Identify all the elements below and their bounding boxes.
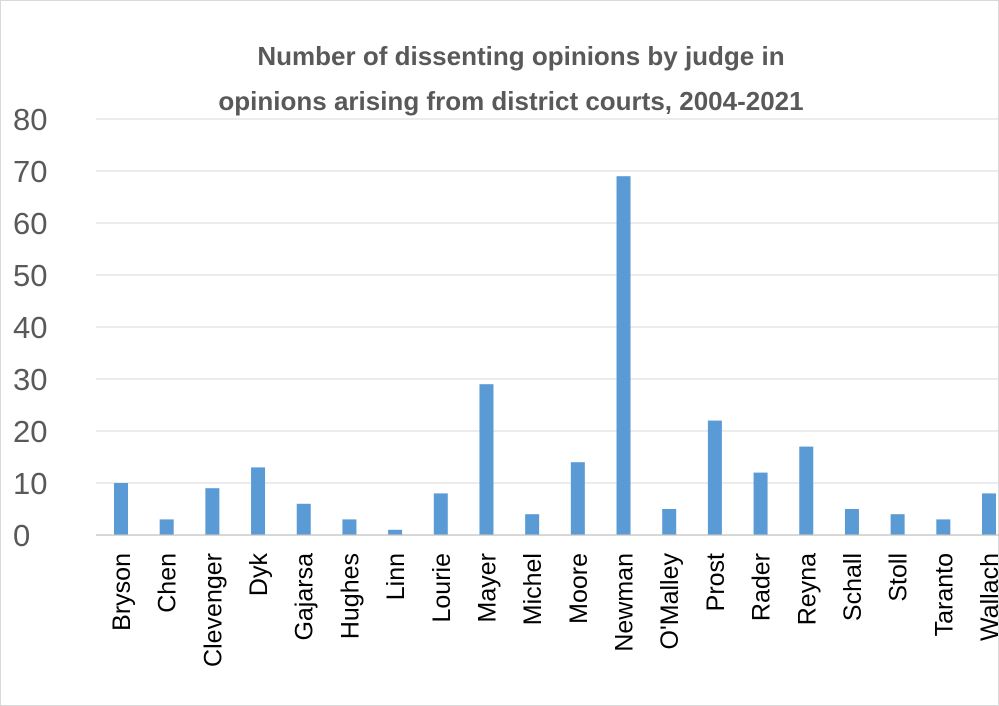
bar-mayer	[479, 384, 494, 535]
bar-schall	[844, 509, 859, 535]
bar-gajarsa	[296, 503, 311, 535]
x-tick-label: Lourie	[428, 553, 456, 623]
bar-prost	[707, 420, 722, 535]
bar-wallach	[982, 493, 996, 535]
bar-hughes	[342, 519, 357, 535]
bars	[114, 176, 996, 535]
x-tick-label: Schall	[839, 553, 867, 621]
x-tick-label: Michel	[519, 553, 547, 625]
x-tick-label: Clevenger	[199, 553, 227, 667]
bar-moore	[570, 462, 585, 535]
bar-o-malley	[662, 509, 677, 535]
x-tick-label: Gajarsa	[291, 553, 319, 641]
chart-title-line-2: opinions arising from district courts, 2…	[218, 86, 803, 116]
y-tick-label: 30	[13, 362, 47, 397]
x-tick-label: Chen	[154, 553, 182, 613]
y-tick-label: 70	[13, 154, 47, 189]
bar-newman	[616, 176, 631, 535]
x-tick-label: Rader	[748, 553, 776, 621]
y-tick-label: 50	[13, 258, 47, 293]
gridlines	[96, 118, 999, 484]
y-tick-label: 0	[13, 518, 30, 553]
x-tick-label: Bryson	[108, 553, 136, 631]
y-tick-label: 40	[13, 310, 47, 345]
chart-title-line-1: Number of dissenting opinions by judge i…	[257, 41, 784, 71]
y-tick-label: 20	[13, 414, 47, 449]
y-tick-label: 60	[13, 206, 47, 241]
x-tick-label: Taranto	[930, 553, 958, 636]
x-tick-label: Newman	[611, 553, 639, 652]
x-axis-labels: Bryson Chen Clevenger Dyk Gajarsa Hughes Linn L…	[108, 553, 999, 667]
y-tick-label: 80	[13, 102, 47, 137]
bar-linn	[388, 529, 403, 535]
bar-chen	[159, 519, 174, 535]
x-tick-label: Wallach	[976, 553, 999, 641]
bar-stoll	[890, 514, 905, 535]
x-tick-label: O'Malley	[656, 553, 684, 650]
x-tick-label: Hughes	[336, 553, 364, 639]
x-tick-label: Prost	[702, 553, 730, 611]
x-tick-label: Mayer	[473, 553, 501, 622]
bar-rader	[753, 472, 768, 535]
y-tick-label: 10	[13, 466, 47, 501]
bar-clevenger	[205, 488, 220, 535]
x-tick-label: Linn	[382, 553, 410, 600]
bar-reyna	[799, 446, 814, 535]
y-axis-ticks: 0 10 20 30 40 50 60 70 80	[13, 102, 47, 553]
x-tick-label: Dyk	[245, 553, 273, 597]
bar-taranto	[936, 519, 951, 535]
bar-dyk	[251, 467, 266, 535]
bar-michel	[525, 514, 540, 535]
x-tick-label: Reyna	[793, 553, 821, 625]
bar-bryson	[114, 483, 128, 535]
bar-lourie	[433, 493, 448, 535]
x-tick-label: Moore	[565, 553, 593, 624]
x-tick-label: Stoll	[885, 553, 913, 602]
